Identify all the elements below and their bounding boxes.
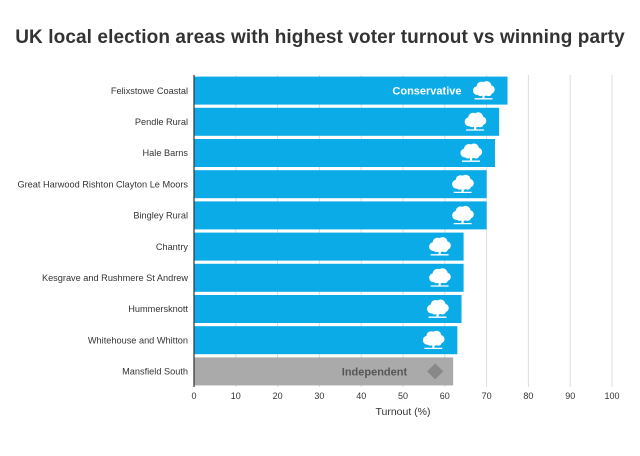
- chart-title: UK local election areas with highest vot…: [15, 27, 625, 48]
- oak-tree-icon: [452, 174, 474, 194]
- y-category-label: Pendle Rural: [135, 117, 188, 127]
- y-category-label: Hale Barns: [143, 148, 189, 158]
- y-category-label: Hummersknott: [128, 304, 188, 314]
- x-tick-label: 30: [314, 391, 324, 401]
- x-tick-label: 40: [356, 391, 366, 401]
- x-tick-label: 80: [523, 391, 533, 401]
- x-tick-label: 20: [273, 391, 283, 401]
- oak-tree-icon: [452, 205, 474, 225]
- y-category-label: Whitehouse and Whitton: [88, 335, 188, 345]
- y-category-label: Felixstowe Coastal: [111, 86, 188, 96]
- bar: [194, 357, 454, 386]
- bar: [194, 295, 462, 323]
- bar: [194, 232, 464, 261]
- x-axis-title: Turnout (%): [375, 406, 430, 418]
- bar: [194, 76, 508, 105]
- x-tick-label: 100: [604, 391, 619, 401]
- y-category-label: Great Harwood Rishton Clayton Le Moors: [17, 179, 188, 189]
- oak-tree-icon: [460, 143, 483, 162]
- bar-data-label: Independent: [342, 366, 408, 378]
- y-category-label: Mansfield South: [122, 367, 188, 377]
- x-tick-label: 50: [398, 391, 408, 401]
- x-tick-label: 0: [191, 391, 196, 401]
- y-category-label: Chantry: [156, 242, 189, 252]
- oak-tree-icon: [429, 268, 451, 287]
- x-tick-label: 10: [231, 391, 241, 401]
- y-category-label: Bingley Rural: [133, 211, 188, 221]
- x-tick-label: 90: [565, 391, 575, 401]
- bar: [194, 201, 487, 230]
- bar-data-label: Conservative: [392, 86, 461, 98]
- x-tick-label: 60: [440, 391, 450, 401]
- bar: [194, 170, 487, 199]
- oak-tree-icon: [422, 330, 445, 350]
- oak-tree-icon: [427, 299, 449, 318]
- oak-tree-icon: [429, 237, 451, 256]
- bar: [194, 107, 500, 136]
- y-category-label: Kesgrave and Rushmere St Andrew: [42, 273, 188, 283]
- bar: [194, 139, 495, 167]
- bar: [194, 326, 458, 355]
- bar: [194, 263, 464, 292]
- oak-tree-icon: [473, 81, 495, 100]
- oak-tree-icon: [464, 112, 487, 131]
- x-tick-label: 70: [482, 391, 492, 401]
- diamond-icon: [427, 363, 444, 380]
